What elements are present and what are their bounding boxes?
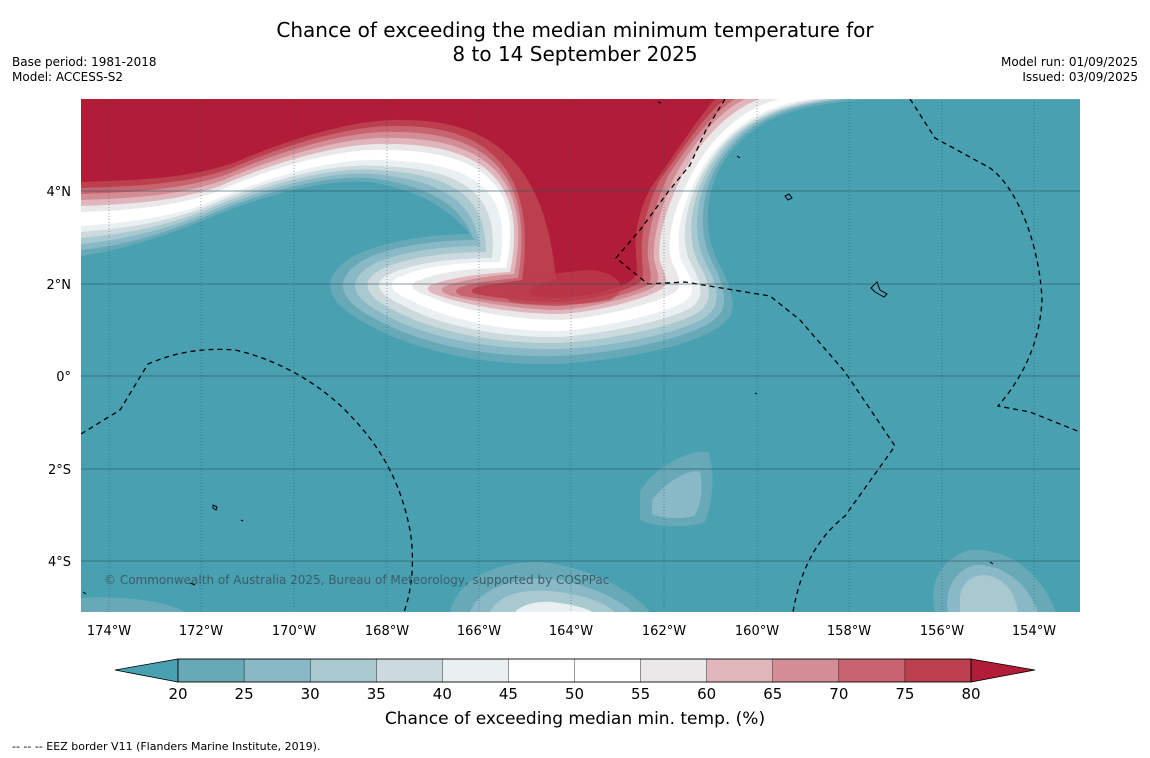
colorbar-under-arrow <box>114 658 179 683</box>
lon-label: 168°W <box>365 624 409 639</box>
colorbar-tick-label: 80 <box>961 685 980 703</box>
colorbar-segment <box>772 658 840 683</box>
lon-label: 160°W <box>735 624 779 639</box>
colorbar-tick-label: 70 <box>829 685 848 703</box>
lon-label: 162°W <box>642 624 686 639</box>
lon-label: 154°W <box>1012 624 1056 639</box>
colorbar-tick-label: 25 <box>235 685 254 703</box>
lat-label: 2°N <box>47 278 72 293</box>
colorbar-ticks: 20 25 30 35 40 45 50 55 60 65 70 75 80 <box>168 685 980 703</box>
eez-borders <box>81 99 1080 612</box>
warm-anomaly-region <box>81 99 1080 365</box>
map-title: Chance of exceeding the median minimum t… <box>0 18 1150 66</box>
lon-label: 156°W <box>920 624 964 639</box>
colorbar-over-arrow <box>970 658 1036 683</box>
lat-label: 0° <box>56 370 71 385</box>
colorbar-tick-label: 40 <box>433 685 452 703</box>
longitude-labels: 174°W 172°W 170°W 168°W 166°W 164°W 162°… <box>87 624 1056 639</box>
lon-label: 158°W <box>827 624 871 639</box>
colorbar: 20 25 30 35 40 45 50 55 60 65 70 75 80 <box>114 658 1036 703</box>
lon-label: 164°W <box>549 624 593 639</box>
colorbar-label: Chance of exceeding median min. temp. (%… <box>384 709 766 729</box>
issued-date: Issued: 03/09/2025 <box>1022 70 1138 84</box>
colorbar-segment <box>243 658 311 683</box>
lat-gridlines <box>81 190 1080 562</box>
lat-label: 4°S <box>48 555 71 570</box>
colorbar-segment <box>508 658 575 683</box>
colorbar-tick-label: 60 <box>697 685 716 703</box>
model-name: Model: ACCESS-S2 <box>12 70 124 84</box>
lon-label: 166°W <box>457 624 501 639</box>
colorbar-segment <box>904 658 972 683</box>
run-info: Model run: 01/09/2025 Issued: 03/09/2025 <box>1001 55 1138 85</box>
eez-footnote: -- -- -- EEZ border V11 (Flanders Marine… <box>12 740 321 753</box>
colorbar-segment <box>706 658 774 683</box>
latitude-labels: 4°N 2°N 0° 2°S 4°S <box>47 185 72 570</box>
colorbar-tick-label: 50 <box>565 685 584 703</box>
colorbar-frame <box>177 658 972 683</box>
colorbar-segment <box>640 658 708 683</box>
colorbar-tick-label: 20 <box>168 685 187 703</box>
colorbar-tick-label: 75 <box>895 685 914 703</box>
colorbar-segment <box>177 658 245 683</box>
lat-label: 4°N <box>47 185 72 200</box>
colorbar-tick-label: 30 <box>301 685 320 703</box>
colorbar-segment <box>442 658 509 683</box>
lon-label: 174°W <box>87 624 131 639</box>
colorbar-tick-label: 65 <box>763 685 782 703</box>
title-line-1: Chance of exceeding the median minimum t… <box>276 18 874 42</box>
colorbar-segment <box>376 658 443 683</box>
lat-label: 2°S <box>48 463 71 478</box>
copyright-notice: © Commonwealth of Australia 2025, Bureau… <box>104 573 609 587</box>
colorbar-tick-label: 35 <box>367 685 386 703</box>
colorbar-segment <box>838 658 906 683</box>
colorbar-tick-label: 45 <box>499 685 518 703</box>
colorbar-segment <box>309 658 377 683</box>
colorbar-segments <box>177 658 972 683</box>
lon-label: 172°W <box>179 624 223 639</box>
base-period: Base period: 1981-2018 <box>12 55 157 69</box>
lon-label: 170°W <box>272 624 316 639</box>
model-run: Model run: 01/09/2025 <box>1000 55 1138 69</box>
colorbar-segment <box>574 658 642 683</box>
faint-patches <box>81 451 1056 612</box>
map-panel: © Commonwealth of Australia 2025, Bureau… <box>81 99 1080 612</box>
islands <box>82 101 994 595</box>
colorbar-tick-label: 55 <box>631 685 650 703</box>
base-info: Base period: 1981-2018 Model: ACCESS-S2 <box>12 55 157 85</box>
title-line-2: 8 to 14 September 2025 <box>452 42 698 66</box>
